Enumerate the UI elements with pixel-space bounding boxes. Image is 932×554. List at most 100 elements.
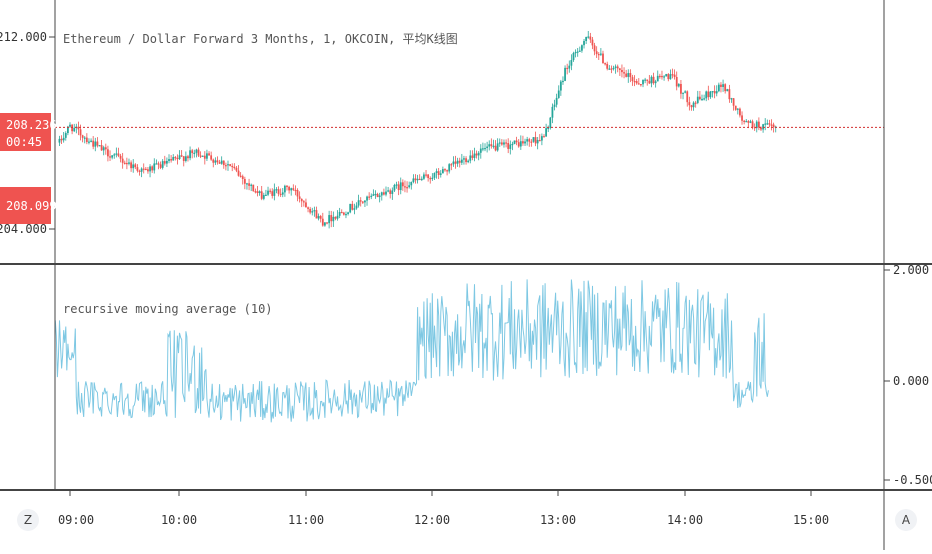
candle-down <box>530 141 533 143</box>
candle-up <box>532 137 535 142</box>
candle-up <box>519 141 522 147</box>
candle-up <box>431 177 434 179</box>
candle-down <box>751 121 754 128</box>
candle-down <box>661 75 663 78</box>
last-price-label: 208.236 <box>6 118 57 132</box>
candle-down <box>566 67 569 70</box>
candle-up <box>642 79 644 85</box>
indicator-title: recursive moving average (10) <box>63 302 273 316</box>
candle-up <box>149 166 151 172</box>
zoom-button[interactable]: Z <box>17 509 39 531</box>
candle-down <box>500 142 503 145</box>
candle-up <box>503 142 505 145</box>
candle-down <box>741 115 743 121</box>
candle-up <box>736 108 739 110</box>
candle-down <box>743 120 746 122</box>
candle-down <box>144 168 147 171</box>
candle-down <box>538 139 541 142</box>
candle-up <box>627 73 630 77</box>
candle-up <box>166 160 168 164</box>
candle-up <box>281 192 284 195</box>
candle-down <box>151 166 154 171</box>
candle-up <box>730 98 733 100</box>
candle-down <box>218 162 221 164</box>
candle-up <box>492 145 495 147</box>
candle-up <box>410 182 413 186</box>
price-axis[interactable]: 212.000 204.000 <box>0 30 55 236</box>
candle-up <box>703 98 706 100</box>
auto-scale-button[interactable]: A <box>895 509 917 531</box>
indicator-axis[interactable]: 2.000 0.000 -0.500 <box>884 263 932 487</box>
candle-down <box>522 141 524 144</box>
candle-down <box>142 168 145 170</box>
candle-up <box>113 154 116 156</box>
candle-up <box>435 171 438 173</box>
candle-up <box>513 140 516 144</box>
candle-down <box>191 150 194 154</box>
candle-down <box>675 76 678 87</box>
candle-down <box>224 165 227 167</box>
candle-up <box>73 127 76 132</box>
candle-up <box>66 126 69 134</box>
candle-down <box>753 127 756 129</box>
candle-up <box>562 80 564 83</box>
candle-up <box>498 142 501 144</box>
candle-up <box>189 150 191 159</box>
candle-up <box>161 161 164 168</box>
candle-up <box>416 178 419 181</box>
candle-up <box>313 210 316 212</box>
candle-down <box>757 121 760 128</box>
candle-up <box>709 91 712 98</box>
candle-down <box>315 210 318 219</box>
candle-up <box>88 141 90 143</box>
candle-up <box>64 133 67 138</box>
candle-up <box>553 104 556 107</box>
candle-up <box>423 174 425 179</box>
candle-down <box>319 216 322 219</box>
candle-down <box>507 143 510 149</box>
candle-down <box>277 189 280 194</box>
candle-up <box>206 153 208 159</box>
candle-up <box>324 222 326 226</box>
candle-down <box>450 164 453 166</box>
candle-down <box>243 178 246 184</box>
candle-down <box>157 163 160 165</box>
candle-up <box>111 155 114 158</box>
candle-up <box>488 144 491 147</box>
candle-up <box>654 81 657 84</box>
time-tick-label: 14:00 <box>667 513 703 527</box>
candle-down <box>174 157 177 159</box>
last-price-tag: 208.236 00:45 <box>0 113 57 151</box>
candle-up <box>540 136 543 141</box>
candle-up <box>568 65 571 69</box>
candle-up <box>332 216 335 222</box>
candle-up <box>467 160 470 163</box>
candle-down <box>732 98 735 106</box>
candle-up <box>722 84 724 87</box>
candle-up <box>456 160 459 164</box>
candlestick-series <box>58 30 777 229</box>
candle-up <box>290 188 293 191</box>
candle-up <box>328 215 331 224</box>
time-axis[interactable]: 09:00 10:00 11:00 12:00 13:00 14:00 15:0… <box>58 490 829 527</box>
candle-up <box>395 184 398 186</box>
candle-down <box>342 212 345 215</box>
candle-up <box>477 152 480 156</box>
candle-down <box>515 140 518 143</box>
candle-up <box>387 190 390 192</box>
candle-down <box>437 171 440 175</box>
candle-down <box>248 183 250 186</box>
candle-up <box>90 140 92 142</box>
price-tick-label: 212.000 <box>0 30 47 44</box>
candle-down <box>187 156 189 159</box>
candle-up <box>682 92 684 94</box>
candle-down <box>604 63 606 65</box>
candle-down <box>256 191 259 194</box>
candle-up <box>578 50 581 52</box>
prev-price-tag: 208.099 <box>0 187 57 224</box>
candle-down <box>404 186 406 188</box>
candle-up <box>102 147 105 151</box>
candle-down <box>397 184 400 191</box>
